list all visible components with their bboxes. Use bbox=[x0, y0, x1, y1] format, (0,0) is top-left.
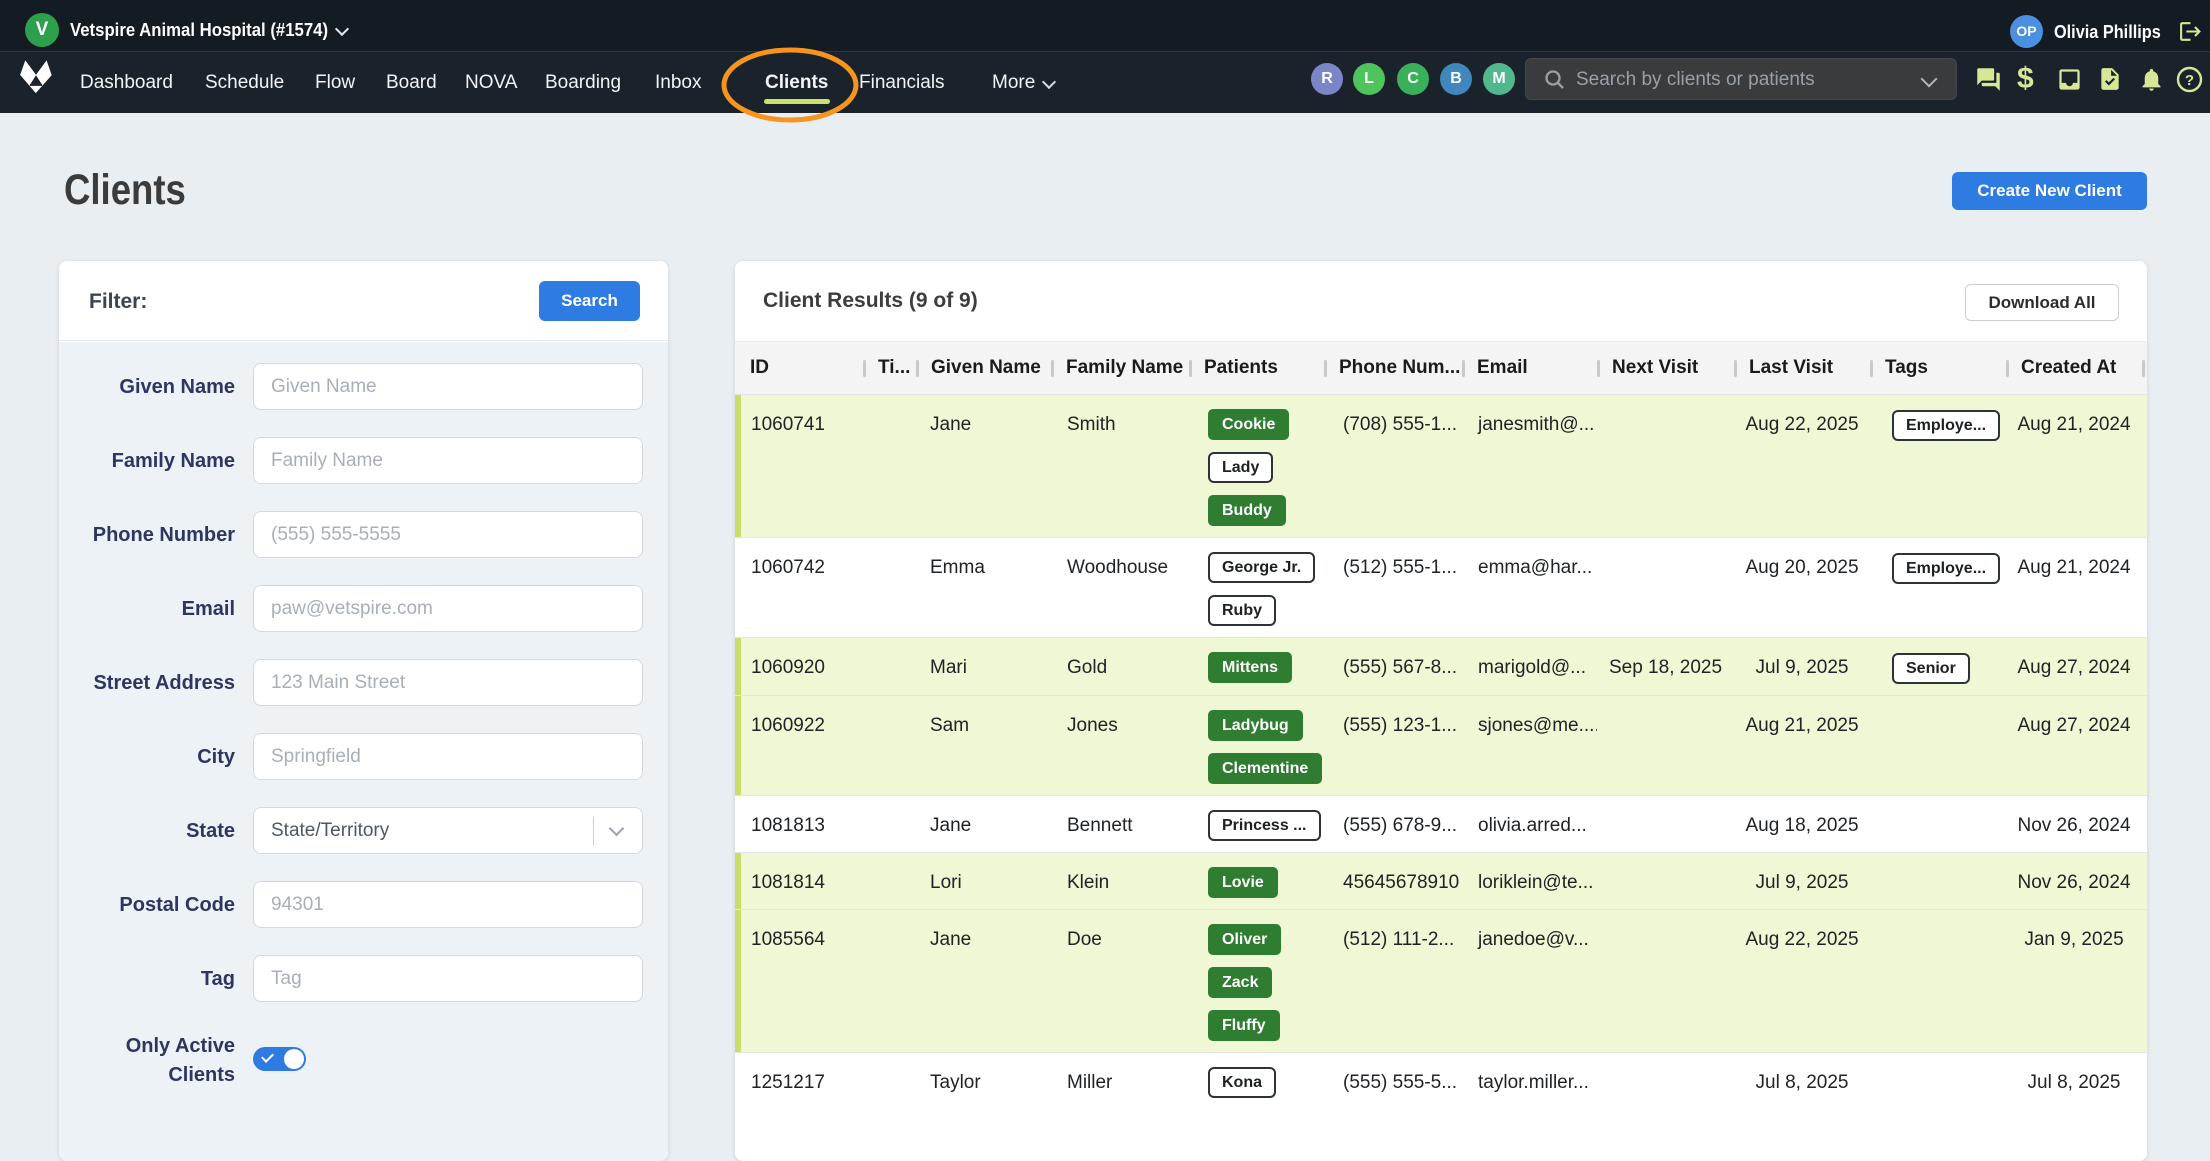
svg-text:?: ? bbox=[2185, 72, 2194, 89]
